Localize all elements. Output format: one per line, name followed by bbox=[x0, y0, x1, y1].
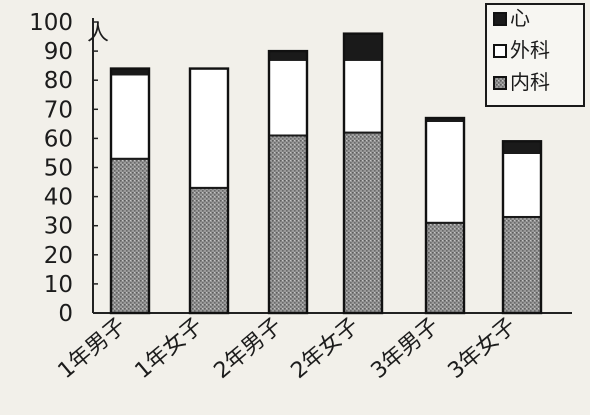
bar-segment-3-1 bbox=[343, 58, 383, 134]
y-tick-label-6: 60 bbox=[44, 126, 73, 152]
bar-segment-0-0 bbox=[110, 157, 150, 314]
y-tick-label-10: 100 bbox=[29, 10, 73, 36]
bar-segment-2-0 bbox=[268, 134, 308, 314]
bar-segment-3-0 bbox=[343, 131, 383, 314]
x-tick-label-1: 1年女子 bbox=[131, 313, 208, 384]
bar-outline-3 bbox=[342, 32, 384, 315]
bar-outline-0 bbox=[109, 67, 151, 315]
y-tick-label-8: 80 bbox=[44, 68, 73, 94]
bar-outline-5 bbox=[501, 140, 543, 315]
x-tick-label-4: 3年男子 bbox=[367, 313, 444, 384]
y-tick-label-1: 10 bbox=[44, 272, 73, 298]
bar-outline-4 bbox=[424, 116, 466, 315]
bar-segment-5-1 bbox=[502, 151, 542, 218]
y-tick-label-9: 90 bbox=[44, 39, 73, 65]
y-tick-label-0: 0 bbox=[58, 301, 73, 327]
bar-segment-3-2 bbox=[343, 32, 383, 61]
bar-segment-2-2 bbox=[268, 50, 308, 61]
bar-outline-2 bbox=[267, 49, 309, 315]
x-tick-label-3: 2年女子 bbox=[287, 313, 364, 384]
bar-segment-4-1 bbox=[425, 119, 465, 224]
legend-swatch-0 bbox=[493, 12, 507, 26]
legend-swatch-1 bbox=[493, 44, 507, 58]
bar-segment-0-1 bbox=[110, 73, 150, 160]
x-tick-label-2: 2年男子 bbox=[210, 313, 287, 384]
y-tick-label-7: 70 bbox=[44, 97, 73, 123]
legend-label-0: 心 bbox=[510, 6, 530, 30]
bar-segment-1-1 bbox=[189, 67, 229, 189]
y-axis-label: 人 bbox=[87, 21, 109, 46]
legend-label-2: 内科 bbox=[510, 70, 550, 94]
legend-label-1: 外科 bbox=[510, 38, 550, 62]
y-tick-label-3: 30 bbox=[44, 214, 73, 240]
bar-segment-5-2 bbox=[502, 140, 542, 154]
x-tick-labels: 1年男子 1年女子 2年男子 2年女子 3年男子 3年女子 bbox=[54, 313, 521, 384]
y-tick-label-5: 50 bbox=[44, 156, 73, 182]
bar-segment-5-0 bbox=[502, 215, 542, 314]
bars bbox=[109, 32, 543, 315]
bar-segment-2-1 bbox=[268, 58, 308, 137]
y-tick-label-2: 20 bbox=[44, 243, 73, 269]
axes: 0 10 20 30 40 50 60 70 80 90 100 人 bbox=[29, 10, 572, 327]
bar-segment-1-0 bbox=[189, 186, 229, 314]
y-tick-label-4: 40 bbox=[44, 185, 73, 211]
x-tick-label-5: 3年女子 bbox=[444, 313, 521, 384]
bar-segment-4-0 bbox=[425, 221, 465, 314]
legend-swatch-2 bbox=[493, 76, 507, 90]
bar-outline-1 bbox=[188, 67, 230, 315]
